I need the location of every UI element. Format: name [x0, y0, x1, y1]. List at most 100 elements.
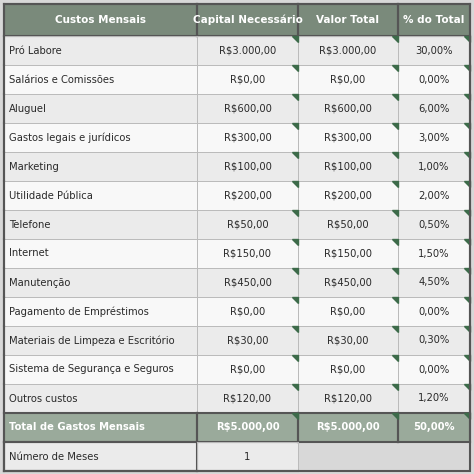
Bar: [398, 181, 470, 210]
Polygon shape: [292, 413, 298, 419]
Polygon shape: [392, 181, 398, 187]
Bar: [4, 181, 197, 210]
Bar: [4, 123, 197, 152]
Bar: [4, 4, 197, 36]
Text: Total de Gastos Mensais: Total de Gastos Mensais: [9, 422, 145, 432]
Bar: [298, 36, 398, 65]
Bar: [197, 36, 298, 65]
Bar: [4, 442, 197, 471]
Text: 0,00%: 0,00%: [418, 307, 449, 317]
Polygon shape: [292, 181, 298, 187]
Polygon shape: [292, 384, 298, 390]
Text: R$150,00: R$150,00: [324, 248, 372, 258]
Polygon shape: [292, 268, 298, 274]
Text: R$3.000,00: R$3.000,00: [319, 46, 376, 55]
Polygon shape: [292, 210, 298, 216]
Text: Valor Total: Valor Total: [316, 15, 379, 25]
Bar: [4, 36, 197, 65]
Bar: [398, 4, 470, 36]
Polygon shape: [392, 36, 398, 42]
Polygon shape: [464, 413, 470, 419]
Bar: [197, 94, 298, 123]
Text: R$0,00: R$0,00: [230, 307, 265, 317]
Text: R$300,00: R$300,00: [324, 133, 372, 143]
Bar: [298, 65, 398, 94]
Bar: [298, 384, 398, 413]
Bar: [197, 442, 298, 471]
Bar: [4, 384, 197, 413]
Text: R$450,00: R$450,00: [224, 277, 272, 288]
Polygon shape: [464, 181, 470, 187]
Text: 2,00%: 2,00%: [418, 191, 449, 201]
Text: 1,50%: 1,50%: [418, 248, 450, 258]
Bar: [298, 123, 398, 152]
Text: R$120,00: R$120,00: [324, 393, 372, 403]
Text: Pró Labore: Pró Labore: [9, 46, 62, 55]
Text: R$600,00: R$600,00: [224, 103, 272, 113]
Text: Custos Mensais: Custos Mensais: [55, 15, 146, 25]
Text: R$100,00: R$100,00: [224, 162, 272, 172]
Text: 50,00%: 50,00%: [413, 422, 455, 432]
Bar: [4, 239, 197, 268]
Bar: [197, 297, 298, 326]
Text: R$0,00: R$0,00: [330, 365, 365, 374]
Text: 0,30%: 0,30%: [418, 336, 449, 346]
Polygon shape: [392, 239, 398, 245]
Bar: [298, 355, 398, 384]
Polygon shape: [392, 152, 398, 158]
Bar: [398, 210, 470, 239]
Polygon shape: [292, 326, 298, 332]
Polygon shape: [292, 123, 298, 129]
Text: R$50,00: R$50,00: [227, 219, 268, 229]
Bar: [197, 326, 298, 355]
Polygon shape: [392, 384, 398, 390]
Bar: [197, 384, 298, 413]
Text: Pagamento de Empréstimos: Pagamento de Empréstimos: [9, 306, 149, 317]
Bar: [398, 413, 470, 442]
Text: Telefone: Telefone: [9, 219, 51, 229]
Bar: [298, 94, 398, 123]
Text: R$200,00: R$200,00: [224, 191, 272, 201]
Bar: [4, 152, 197, 181]
Text: R$150,00: R$150,00: [223, 248, 272, 258]
Bar: [298, 413, 398, 442]
Text: Gastos legais e jurídicos: Gastos legais e jurídicos: [9, 132, 131, 143]
Text: Utilidade Pública: Utilidade Pública: [9, 191, 93, 201]
Bar: [398, 297, 470, 326]
Bar: [197, 355, 298, 384]
Polygon shape: [292, 65, 298, 71]
Bar: [4, 355, 197, 384]
Polygon shape: [464, 355, 470, 361]
Bar: [398, 36, 470, 65]
Text: R$0,00: R$0,00: [330, 307, 365, 317]
Polygon shape: [464, 210, 470, 216]
Text: Salários e Comissões: Salários e Comissões: [9, 74, 114, 84]
Text: Sistema de Segurança e Seguros: Sistema de Segurança e Seguros: [9, 365, 174, 374]
Bar: [298, 152, 398, 181]
Text: R$0,00: R$0,00: [230, 365, 265, 374]
Bar: [398, 326, 470, 355]
Polygon shape: [392, 326, 398, 332]
Polygon shape: [464, 36, 470, 42]
Bar: [197, 152, 298, 181]
Bar: [298, 239, 398, 268]
Text: Outros custos: Outros custos: [9, 393, 78, 403]
Text: Manutenção: Manutenção: [9, 277, 70, 288]
Polygon shape: [292, 94, 298, 100]
Bar: [4, 326, 197, 355]
Text: Marketing: Marketing: [9, 162, 59, 172]
Bar: [4, 413, 197, 442]
Bar: [298, 326, 398, 355]
Text: Capital Necessário: Capital Necessário: [192, 15, 302, 25]
Bar: [298, 268, 398, 297]
Text: R$450,00: R$450,00: [324, 277, 372, 288]
Bar: [4, 210, 197, 239]
Bar: [197, 123, 298, 152]
Text: R$50,00: R$50,00: [327, 219, 368, 229]
Polygon shape: [392, 65, 398, 71]
Polygon shape: [292, 239, 298, 245]
Bar: [4, 268, 197, 297]
Bar: [398, 239, 470, 268]
Text: R$0,00: R$0,00: [330, 74, 365, 84]
Bar: [398, 442, 470, 471]
